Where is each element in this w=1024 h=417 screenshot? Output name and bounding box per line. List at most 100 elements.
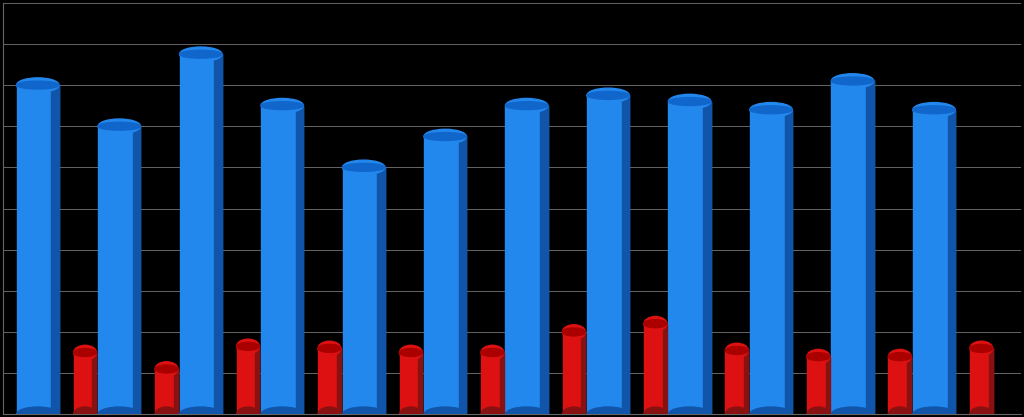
Ellipse shape [98, 407, 140, 417]
Ellipse shape [644, 320, 667, 328]
Ellipse shape [98, 122, 140, 130]
Ellipse shape [179, 50, 222, 58]
Ellipse shape [750, 103, 793, 117]
Ellipse shape [807, 353, 829, 361]
Bar [16, 85, 59, 414]
Ellipse shape [562, 328, 586, 336]
Bar [703, 101, 711, 414]
Bar [582, 332, 586, 414]
Bar [807, 357, 829, 414]
Bar [237, 347, 259, 414]
Ellipse shape [669, 94, 711, 109]
Ellipse shape [750, 106, 793, 114]
Ellipse shape [237, 407, 259, 417]
Bar [424, 136, 466, 414]
Bar [541, 106, 548, 414]
Bar [562, 332, 586, 414]
Ellipse shape [725, 347, 749, 354]
Ellipse shape [399, 407, 422, 417]
Bar [74, 352, 96, 414]
Ellipse shape [424, 129, 466, 144]
Bar [866, 81, 873, 414]
Ellipse shape [261, 98, 303, 113]
Ellipse shape [831, 77, 873, 85]
Ellipse shape [481, 407, 504, 417]
Bar [947, 110, 955, 414]
Ellipse shape [912, 407, 955, 417]
Bar [970, 348, 992, 414]
Ellipse shape [156, 362, 178, 376]
Bar [343, 167, 385, 414]
Ellipse shape [644, 317, 667, 331]
Ellipse shape [587, 407, 630, 417]
Ellipse shape [831, 74, 873, 88]
Ellipse shape [156, 407, 178, 417]
Bar [750, 110, 793, 414]
Bar [725, 350, 749, 414]
Bar [907, 357, 911, 414]
Ellipse shape [424, 133, 466, 141]
Bar [669, 101, 711, 414]
Ellipse shape [587, 88, 630, 103]
Ellipse shape [179, 407, 222, 417]
Ellipse shape [343, 160, 385, 175]
Ellipse shape [889, 353, 911, 361]
Bar [622, 95, 630, 414]
Ellipse shape [98, 119, 140, 133]
Bar [912, 110, 955, 414]
Ellipse shape [970, 341, 992, 356]
Ellipse shape [506, 407, 548, 417]
Bar [214, 54, 222, 414]
Ellipse shape [481, 349, 504, 357]
Bar [98, 126, 140, 414]
Ellipse shape [16, 407, 59, 417]
Ellipse shape [970, 344, 992, 352]
Ellipse shape [831, 407, 873, 417]
Ellipse shape [424, 407, 466, 417]
Bar [459, 136, 466, 414]
Bar [500, 352, 504, 414]
Ellipse shape [562, 325, 586, 339]
Ellipse shape [669, 98, 711, 106]
Bar [51, 85, 59, 414]
Ellipse shape [16, 78, 59, 92]
Ellipse shape [889, 349, 911, 364]
Ellipse shape [889, 407, 911, 417]
Bar [825, 357, 829, 414]
Bar [831, 81, 873, 414]
Bar [133, 126, 140, 414]
Ellipse shape [481, 345, 504, 360]
Bar [784, 110, 793, 414]
Bar [988, 348, 992, 414]
Ellipse shape [343, 163, 385, 171]
Bar [506, 106, 548, 414]
Ellipse shape [807, 349, 829, 364]
Ellipse shape [261, 407, 303, 417]
Ellipse shape [399, 349, 422, 357]
Bar [337, 348, 341, 414]
Ellipse shape [179, 47, 222, 61]
Ellipse shape [750, 407, 793, 417]
Bar [296, 106, 303, 414]
Ellipse shape [970, 407, 992, 417]
Ellipse shape [318, 344, 341, 352]
Ellipse shape [343, 407, 385, 417]
Ellipse shape [74, 345, 96, 360]
Ellipse shape [912, 106, 955, 114]
Bar [644, 324, 667, 414]
Bar [318, 348, 341, 414]
Bar [255, 347, 259, 414]
Ellipse shape [587, 91, 630, 99]
Bar [92, 352, 96, 414]
Bar [156, 369, 178, 414]
Ellipse shape [562, 407, 586, 417]
Ellipse shape [669, 407, 711, 417]
Ellipse shape [644, 407, 667, 417]
Bar [174, 369, 178, 414]
Bar [179, 54, 222, 414]
Ellipse shape [318, 407, 341, 417]
Ellipse shape [318, 341, 341, 356]
Ellipse shape [506, 102, 548, 110]
Bar [418, 352, 422, 414]
Bar [399, 352, 422, 414]
